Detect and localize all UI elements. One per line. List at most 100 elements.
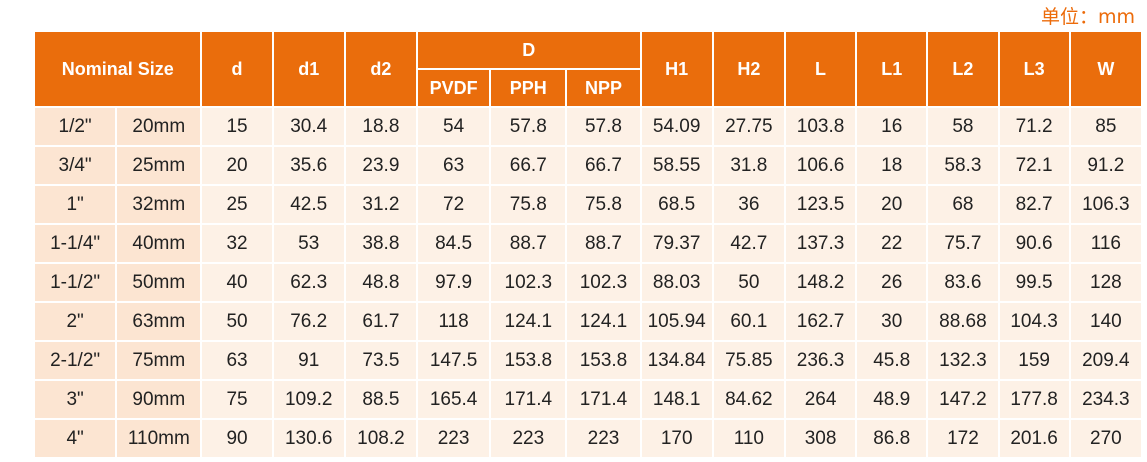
table-row: 1" 32mm 25 42.5 31.2 72 75.8 75.8 68.5 36 123.5 20 6… — [35, 186, 1141, 223]
value-cell: 177.8 — [999, 381, 1069, 418]
value-cell: 38.8 — [345, 225, 416, 262]
value-cell: 75.8 — [567, 186, 640, 223]
header-cell: PVDF — [418, 70, 490, 106]
value-cell: 118 — [418, 303, 490, 340]
value-cell: 140 — [1070, 303, 1141, 340]
value-cell: 16 — [857, 108, 927, 145]
header-cell: W — [1070, 32, 1141, 106]
value-cell: 110 — [713, 420, 784, 457]
value-cell: 62.3 — [273, 264, 344, 301]
value-cell: 68 — [928, 186, 998, 223]
value-cell: 88.7 — [491, 225, 566, 262]
header-row: PVDF PPH NPP — [35, 70, 1141, 106]
value-cell: 53 — [273, 225, 344, 262]
value-cell: 30 — [857, 303, 927, 340]
dimension-table: Nominal Size d d1 d2 D H1 H2 L L1 L2 L3 W PVDF PPH NPP… — [33, 30, 1143, 459]
size-cell: 2" — [35, 303, 116, 340]
size-cell: 1" — [35, 186, 116, 223]
header-cell: d1 — [273, 32, 344, 106]
value-cell: 264 — [785, 381, 856, 418]
value-cell: 123.5 — [785, 186, 856, 223]
value-cell: 45.8 — [857, 342, 927, 379]
value-cell: 270 — [1070, 420, 1141, 457]
table-row: 2" 63mm 50 76.2 61.7 118 124.1 124.1 105.94 60.1 1… — [35, 303, 1141, 340]
value-cell: 148.1 — [641, 381, 712, 418]
value-cell: 201.6 — [999, 420, 1069, 457]
unit-label: 单位：mm — [1040, 6, 1135, 28]
value-cell: 171.4 — [491, 381, 566, 418]
value-cell: 58 — [928, 108, 998, 145]
value-cell: 104.3 — [999, 303, 1069, 340]
value-cell: 147.2 — [928, 381, 998, 418]
value-cell: 90 — [202, 420, 272, 457]
value-cell: 86.8 — [857, 420, 927, 457]
value-cell: 79.37 — [641, 225, 712, 262]
header-cell: PPH — [491, 70, 566, 106]
value-cell: 48.8 — [345, 264, 416, 301]
size-cell: 2-1/2" — [35, 342, 116, 379]
value-cell: 42.7 — [713, 225, 784, 262]
header-cell: d2 — [345, 32, 416, 106]
value-cell: 171.4 — [567, 381, 640, 418]
value-cell: 102.3 — [567, 264, 640, 301]
value-cell: 170 — [641, 420, 712, 457]
value-cell: 162.7 — [785, 303, 856, 340]
value-cell: 66.7 — [491, 147, 566, 184]
value-cell: 84.62 — [713, 381, 784, 418]
size-cell: 50mm — [117, 264, 201, 301]
value-cell: 48.9 — [857, 381, 927, 418]
value-cell: 61.7 — [345, 303, 416, 340]
table-row: 1-1/2" 50mm 40 62.3 48.8 97.9 102.3 102.3 88.03 5… — [35, 264, 1141, 301]
value-cell: 172 — [928, 420, 998, 457]
value-cell: 73.5 — [345, 342, 416, 379]
value-cell: 128 — [1070, 264, 1141, 301]
value-cell: 27.75 — [713, 108, 784, 145]
size-cell: 4" — [35, 420, 116, 457]
value-cell: 88.68 — [928, 303, 998, 340]
table-body: 1/2" 20mm 15 30.4 18.8 54 57.8 57.8 54.09 27.75 10… — [35, 108, 1141, 457]
value-cell: 26 — [857, 264, 927, 301]
value-cell: 18 — [857, 147, 927, 184]
value-cell: 75.7 — [928, 225, 998, 262]
header-cell: H2 — [713, 32, 784, 106]
value-cell: 35.6 — [273, 147, 344, 184]
table-row: 2-1/2" 75mm 63 91 73.5 147.5 153.8 153.8 134.84 7… — [35, 342, 1141, 379]
value-cell: 91.2 — [1070, 147, 1141, 184]
header-cell: Nominal Size — [35, 32, 201, 106]
value-cell: 58.55 — [641, 147, 712, 184]
size-cell: 90mm — [117, 381, 201, 418]
size-cell: 1-1/4" — [35, 225, 116, 262]
size-cell: 63mm — [117, 303, 201, 340]
value-cell: 66.7 — [567, 147, 640, 184]
value-cell: 137.3 — [785, 225, 856, 262]
value-cell: 36 — [713, 186, 784, 223]
value-cell: 84.5 — [418, 225, 490, 262]
value-cell: 31.2 — [345, 186, 416, 223]
value-cell: 75.8 — [491, 186, 566, 223]
value-cell: 223 — [567, 420, 640, 457]
value-cell: 108.2 — [345, 420, 416, 457]
value-cell: 153.8 — [491, 342, 566, 379]
size-cell: 25mm — [117, 147, 201, 184]
value-cell: 40 — [202, 264, 272, 301]
value-cell: 72.1 — [999, 147, 1069, 184]
value-cell: 159 — [999, 342, 1069, 379]
value-cell: 91 — [273, 342, 344, 379]
header-cell: L2 — [928, 32, 998, 106]
value-cell: 103.8 — [785, 108, 856, 145]
value-cell: 63 — [418, 147, 490, 184]
header-cell: d — [202, 32, 272, 106]
value-cell: 147.5 — [418, 342, 490, 379]
value-cell: 153.8 — [567, 342, 640, 379]
value-cell: 236.3 — [785, 342, 856, 379]
value-cell: 75.85 — [713, 342, 784, 379]
value-cell: 132.3 — [928, 342, 998, 379]
value-cell: 88.03 — [641, 264, 712, 301]
size-cell: 1-1/2" — [35, 264, 116, 301]
value-cell: 97.9 — [418, 264, 490, 301]
value-cell: 308 — [785, 420, 856, 457]
value-cell: 90.6 — [999, 225, 1069, 262]
value-cell: 20 — [857, 186, 927, 223]
value-cell: 60.1 — [713, 303, 784, 340]
